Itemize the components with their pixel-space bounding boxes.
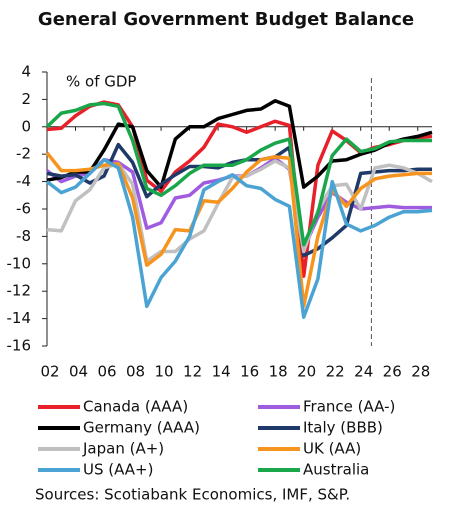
- y-tick-label: 2: [21, 90, 31, 108]
- source-note: Sources: Scotiabank Economics, IMF, S&P.: [35, 486, 350, 504]
- x-tick-label: 28: [411, 363, 430, 381]
- x-tick-label: 22: [326, 363, 345, 381]
- series-line: [45, 101, 432, 247]
- x-tick-label: 26: [383, 363, 402, 381]
- legend-label: Germany (AAA): [83, 419, 200, 437]
- x-tick-label: 02: [40, 363, 59, 381]
- y-tick-label: -16: [7, 337, 32, 355]
- series-line: [46, 99, 433, 189]
- x-tick-label: 10: [155, 363, 174, 381]
- series-line: [45, 157, 433, 319]
- axis-annotation: % of GDP: [66, 73, 136, 91]
- legend-label: Italy (BBB): [303, 419, 383, 437]
- y-tick-label: -10: [7, 254, 32, 272]
- chart-title: General Government Budget Balance: [38, 9, 414, 30]
- x-tick-label: 06: [97, 363, 116, 381]
- legend-label: France (AA-): [303, 398, 395, 416]
- x-tick-label: 14: [212, 363, 231, 381]
- y-tick-label: -8: [16, 227, 31, 245]
- y-tick-label: -14: [7, 309, 32, 327]
- series-line: [46, 100, 433, 278]
- y-tick-label: -6: [16, 200, 31, 218]
- x-tick-label: 16: [240, 363, 259, 381]
- legend-label: UK (AA): [303, 440, 361, 458]
- y-tick-label: -2: [16, 145, 31, 163]
- legend-label: Japan (A+): [82, 440, 164, 458]
- x-tick-label: 12: [183, 363, 202, 381]
- x-tick-label: 18: [269, 363, 288, 381]
- y-tick-label: 4: [21, 63, 31, 81]
- y-tick-label: 0: [21, 117, 31, 135]
- x-tick-label: 20: [297, 363, 316, 381]
- y-tick-label: -4: [16, 172, 31, 190]
- x-tick-label: 24: [354, 363, 373, 381]
- y-tick-label: -12: [7, 282, 32, 300]
- x-tick-label: 04: [69, 363, 88, 381]
- x-tick-label: 08: [126, 363, 145, 381]
- legend-label: Canada (AAA): [83, 398, 188, 416]
- legend-label: Australia: [303, 461, 369, 479]
- legend-label: US (AA+): [83, 461, 153, 479]
